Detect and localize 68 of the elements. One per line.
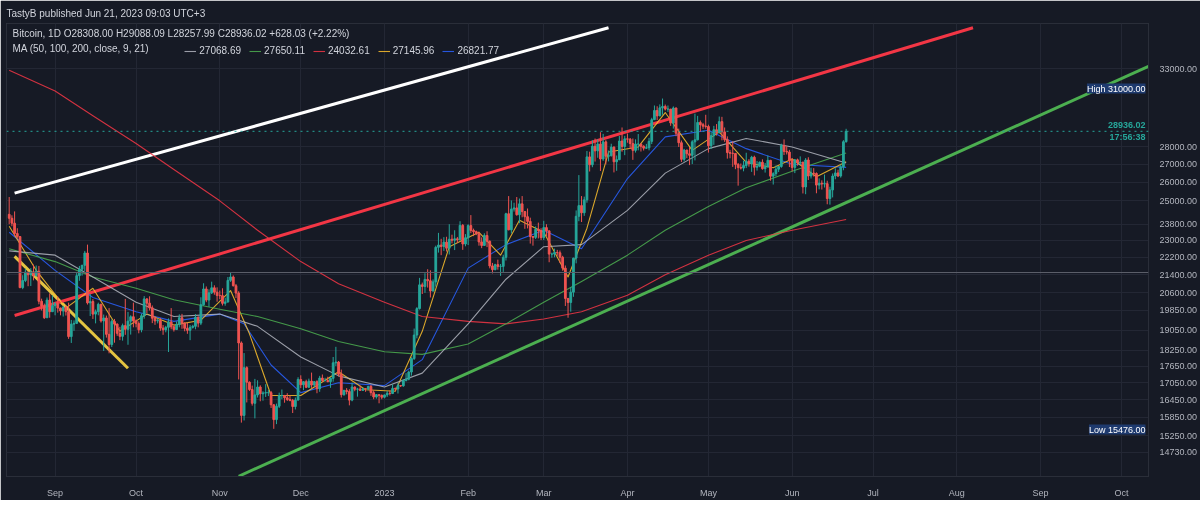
candlestick [450,234,454,244]
annotation: High 31000.00 [1086,83,1146,94]
y-tick-label: 19050.00 [1159,325,1198,336]
x-tick-label: Oct [1114,487,1129,498]
candlestick [132,302,135,328]
y-tick-label: 15250.00 [1159,430,1198,441]
candlestick [7,196,11,225]
legend-label: 26821.77 [457,45,500,56]
candlestick [83,250,87,272]
annotation: Low 15476.00 [1088,424,1146,435]
x-tick-label: Jul [867,487,879,498]
candlestick [779,143,783,169]
y-tick-label: 28000.00 [1159,141,1198,152]
candlestick [590,139,594,168]
y-tick-label: 16450.00 [1159,394,1198,405]
candlestick [118,326,122,341]
x-tick-label: Sep [1032,487,1049,498]
x-tick-label: May [699,487,718,498]
y-tick-label: 33000.00 [1159,63,1198,74]
legend-label: 24032.61 [327,45,370,56]
x-tick-label: Feb [460,487,476,498]
ref-line-label: 28936.02 17:56:38 [1107,120,1146,143]
candlestick [91,298,95,320]
x-tick-label: Apr [620,487,635,498]
y-tick-label: 21400.00 [1159,269,1198,280]
y-tick-label: 19850.00 [1159,305,1198,316]
candlestick [88,293,92,317]
candlestick [599,131,602,172]
candlestick [550,252,554,259]
y-tick-label: 15850.00 [1159,412,1198,423]
candlestick [588,151,592,172]
candlestick [580,195,583,223]
candlestick [126,311,130,346]
x-tick-label: Oct [129,487,144,498]
y-tick-label: 17050.00 [1159,377,1198,388]
candlestick [69,319,73,344]
legend-label: 27145.96 [392,45,435,56]
annotation: MA (50, 100, 200, close, 9, 21) [12,42,149,54]
legend-label: 27650.11 [264,45,305,56]
y-tick-label: 27000.00 [1159,159,1198,170]
candlestick [226,276,230,304]
x-tick-label: 2023 [374,487,395,498]
y-tick-label: 25000.00 [1159,195,1198,206]
y-tick-label: 20600.00 [1159,287,1198,298]
candlestick [509,199,513,234]
candlestick [207,288,211,308]
chart-subtitle: Bitcoin, 1D O28308.00 H29088.09 L28257.99 C28936.02 +628.03 (+2.22%) [12,27,350,39]
candlestick [763,162,767,174]
y-tick-label: 26000.00 [1159,177,1198,188]
candlestick [815,171,818,194]
x-tick-label: Aug [948,487,965,498]
x-tick-label: Mar [536,487,552,498]
x-tick-label: Sep [47,487,64,498]
legend-label: 27068.69 [199,45,242,56]
y-tick-label: 14730.00 [1159,447,1198,458]
y-tick-label: 23000.00 [1159,235,1198,246]
y-tick-label: 22200.00 [1159,252,1198,263]
candlestick [518,198,521,224]
chart-title: TastyB published Jun 21, 2023 09:03 UTC+3 [6,7,206,19]
x-tick-label: Dec [292,487,310,498]
candlestick [469,214,473,234]
candlestick [250,385,254,407]
x-tick-label: Nov [211,487,229,498]
line-series [8,152,847,355]
y-tick-label: 18250.00 [1159,345,1198,356]
y-tick-label: 17650.00 [1159,361,1198,372]
y-tick-label: 23800.00 [1159,219,1198,230]
x-tick-label: Jun [784,487,800,498]
